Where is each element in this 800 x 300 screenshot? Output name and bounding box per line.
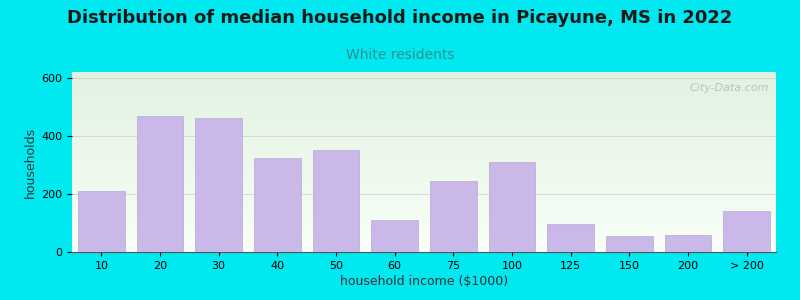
Bar [371, 220, 418, 252]
Bar [606, 236, 653, 252]
Bar [137, 116, 183, 252]
Bar [489, 162, 535, 252]
Text: City-Data.com: City-Data.com [690, 83, 769, 93]
Text: Distribution of median household income in Picayune, MS in 2022: Distribution of median household income … [67, 9, 733, 27]
Bar [78, 191, 125, 252]
Bar [665, 235, 711, 252]
Bar [430, 181, 477, 252]
Bar [254, 158, 301, 252]
Text: White residents: White residents [346, 48, 454, 62]
Bar [547, 224, 594, 252]
Bar [313, 150, 359, 252]
X-axis label: household income ($1000): household income ($1000) [340, 275, 508, 288]
Y-axis label: households: households [24, 126, 37, 198]
Bar [195, 118, 242, 252]
Bar [723, 212, 770, 252]
